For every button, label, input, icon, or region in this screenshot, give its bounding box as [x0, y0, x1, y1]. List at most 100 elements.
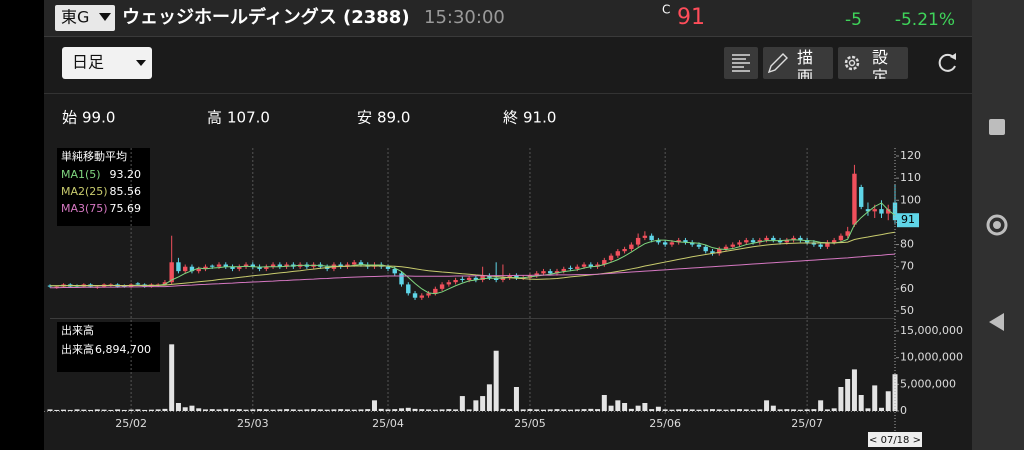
ohlc-label: 終	[503, 109, 518, 127]
settings-button[interactable]	[838, 47, 908, 79]
recent-apps-button[interactable]	[989, 119, 1005, 135]
candle-body	[500, 277, 506, 280]
candle-body	[345, 264, 350, 267]
volume-bar	[196, 408, 202, 411]
volume-bar	[662, 409, 668, 411]
back-button[interactable]	[989, 313, 1004, 331]
candle-body	[480, 275, 485, 280]
last-price-label: 91	[901, 213, 915, 226]
volume-bar	[209, 409, 215, 411]
candle-body	[412, 293, 418, 298]
market-label: 東G	[61, 8, 89, 27]
volume-bar	[202, 409, 208, 411]
volume-legend-box	[57, 322, 160, 372]
volume-bar	[142, 409, 148, 411]
volume-bar	[67, 409, 73, 411]
volume-bar	[730, 409, 736, 411]
legend-name: MA2(25)	[61, 185, 108, 198]
candle-body	[764, 237, 769, 241]
candle-body	[392, 268, 397, 274]
volume-bar	[371, 400, 377, 411]
volume-bar	[317, 409, 323, 411]
volume-bar	[750, 409, 756, 411]
candle-body	[487, 275, 492, 278]
volume-bar	[628, 408, 634, 411]
candle-body	[548, 271, 553, 274]
volume-bar	[784, 409, 790, 411]
volume-bar	[243, 409, 249, 411]
volume-bar	[561, 409, 567, 411]
volume-bar	[331, 409, 337, 411]
volume-bar	[831, 408, 837, 411]
candle-body	[777, 240, 783, 243]
volume-bar	[770, 405, 776, 411]
volume-bar	[716, 409, 722, 411]
volume-bar	[872, 385, 878, 411]
home-button[interactable]	[986, 214, 1008, 236]
candle-body	[554, 271, 560, 274]
volume-bar	[358, 409, 364, 411]
volume-bar	[94, 409, 100, 411]
candle-body	[243, 264, 249, 267]
volume-bar	[791, 409, 797, 411]
draw-button[interactable]	[763, 47, 833, 79]
volume-bar	[304, 409, 310, 411]
candle-body	[439, 284, 445, 289]
candle-body	[852, 173, 857, 225]
candle-body	[541, 271, 546, 274]
volume-bar	[655, 406, 661, 411]
volume-bar	[466, 409, 472, 411]
period-select[interactable]	[62, 47, 152, 79]
market-select[interactable]	[55, 5, 115, 31]
candle-body	[352, 262, 357, 265]
candle-body	[656, 240, 661, 243]
ma-legend-box	[57, 148, 150, 226]
candle-body	[575, 266, 580, 269]
volume-bar	[189, 405, 195, 411]
candle-body	[385, 266, 391, 269]
candle-body	[446, 282, 452, 285]
volume-bar	[392, 409, 398, 411]
volume-bar	[169, 344, 175, 411]
volume-bar	[297, 409, 303, 411]
volume-bar	[324, 409, 330, 411]
ma-line	[50, 253, 896, 289]
ma-line	[50, 231, 896, 287]
volume-bar	[480, 396, 486, 411]
candle-body	[879, 209, 884, 214]
candle-body	[710, 251, 715, 254]
candle-body	[460, 278, 465, 280]
refresh-icon[interactable]	[938, 53, 956, 72]
y2-tick-label: 5,000,000	[900, 377, 956, 390]
y-tick-label: 70	[900, 260, 914, 273]
volume-bar	[622, 403, 628, 411]
volume-bar	[223, 408, 229, 411]
candle-body	[723, 246, 729, 249]
volume-bar	[230, 409, 236, 411]
volume-bar	[635, 405, 641, 411]
candle-body	[757, 240, 762, 243]
candle-body	[223, 264, 228, 267]
volume-bar	[540, 409, 546, 411]
ohlc-label: 始	[62, 109, 77, 127]
candle-body	[568, 267, 573, 269]
volume-bar	[162, 408, 168, 411]
candle-body	[358, 262, 364, 265]
volume-bar	[493, 350, 499, 411]
home-button-dot	[993, 221, 1001, 229]
volume-bar	[284, 409, 290, 411]
volume-bar	[290, 409, 296, 411]
volume-bar	[351, 409, 357, 411]
volume-bar	[257, 409, 263, 411]
legend-value: 85.56	[110, 185, 142, 198]
volume-bar	[385, 409, 391, 411]
volume-bar	[811, 409, 817, 411]
volume-bar	[818, 400, 824, 411]
volume-bar	[365, 409, 371, 411]
candle-body	[791, 237, 796, 241]
dropdown-arrow	[99, 13, 111, 21]
volume-bar	[74, 409, 80, 411]
candle-body	[338, 264, 343, 267]
volume-legend-value: 6,894,700	[95, 343, 151, 356]
